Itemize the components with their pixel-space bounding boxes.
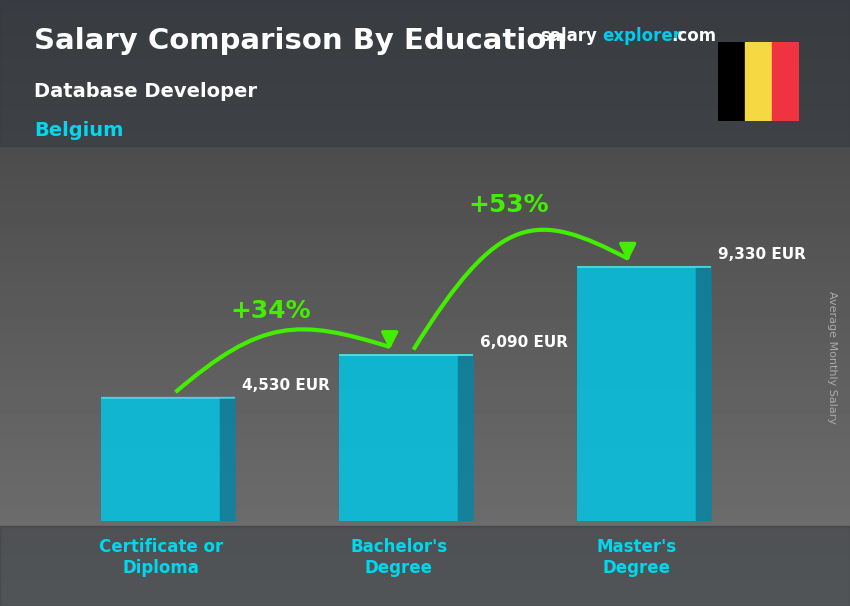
Text: salary: salary bbox=[540, 27, 597, 45]
FancyBboxPatch shape bbox=[577, 267, 696, 521]
FancyBboxPatch shape bbox=[101, 398, 220, 521]
Text: 4,530 EUR: 4,530 EUR bbox=[242, 378, 330, 393]
Text: Average Monthly Salary: Average Monthly Salary bbox=[827, 291, 837, 424]
Text: Belgium: Belgium bbox=[34, 121, 123, 140]
Text: Salary Comparison By Education: Salary Comparison By Education bbox=[34, 27, 567, 55]
Text: 9,330 EUR: 9,330 EUR bbox=[718, 247, 806, 262]
Bar bbox=[772, 42, 799, 121]
Text: .com: .com bbox=[672, 27, 717, 45]
Bar bbox=[745, 42, 772, 121]
Text: explorer: explorer bbox=[602, 27, 681, 45]
Text: 6,090 EUR: 6,090 EUR bbox=[480, 335, 569, 350]
Text: +34%: +34% bbox=[230, 299, 311, 322]
Text: +53%: +53% bbox=[468, 193, 549, 217]
Polygon shape bbox=[220, 398, 235, 521]
Bar bbox=[718, 42, 745, 121]
Polygon shape bbox=[696, 267, 711, 521]
Text: Database Developer: Database Developer bbox=[34, 82, 257, 101]
FancyBboxPatch shape bbox=[339, 355, 458, 521]
Polygon shape bbox=[458, 355, 473, 521]
